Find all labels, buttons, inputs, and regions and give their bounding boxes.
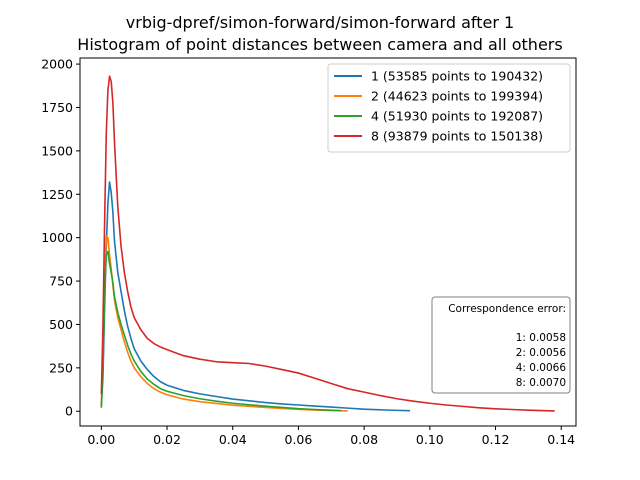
annotation-line-8: 8: 0.0070 [516, 377, 566, 389]
x-tick-label: 0.12 [482, 432, 510, 447]
chart-title-line1: vrbig-dpref/simon-forward/simon-forward … [126, 13, 514, 32]
annotation-line-1: 1: 0.0058 [516, 332, 566, 344]
x-tick-label: 0.04 [219, 432, 247, 447]
plot-frame [79, 57, 577, 427]
y-tick-label: 1250 [41, 187, 73, 202]
x-tick-label: 0.10 [416, 432, 444, 447]
x-tick-label: 0.06 [285, 432, 313, 447]
annotation-line-4: 4: 0.0066 [516, 362, 567, 374]
y-tick-label: 750 [49, 274, 73, 289]
series-line-3 [100, 250, 342, 412]
annotation-title: Correspondence error: [448, 303, 566, 315]
legend-label-2: 2 (44623 points to 199394) [371, 89, 543, 104]
series-line-1 [100, 181, 411, 412]
y-tick-label: 1750 [41, 100, 73, 115]
legend-box [327, 63, 571, 153]
chart-title-line2: Histogram of point distances between cam… [77, 35, 562, 54]
legend: 1 (53585 points to 190432) 2 (44623 point… [327, 63, 571, 153]
x-tick-label: 0.02 [153, 432, 181, 447]
annotation-box [431, 296, 571, 394]
series-line-2 [100, 235, 348, 412]
y-tick-label: 2000 [41, 57, 73, 72]
y-tick-label: 500 [49, 317, 73, 332]
y-tick-label: 250 [49, 360, 73, 375]
y-tick-label: 1500 [41, 143, 73, 158]
series-layer [100, 75, 555, 412]
legend-label-3: 4 (51930 points to 192087) [371, 109, 543, 124]
y-tick-label: 0 [65, 404, 73, 419]
y-tick-label: 1000 [41, 230, 73, 245]
x-tick-label: 0.00 [87, 432, 115, 447]
annotation-line-2: 2: 0.0056 [516, 347, 567, 359]
y-axis: 0 250 500 750 1000 1250 1500 1750 2000 [41, 57, 80, 419]
x-tick-label: 0.14 [547, 432, 575, 447]
correspondence-error-box: Correspondence error: 1: 0.0058 2: 0.005… [431, 296, 571, 394]
legend-items: 1 (53585 points to 190432) 2 (44623 point… [334, 69, 543, 144]
series-line-4 [100, 75, 555, 412]
x-tick-label: 0.08 [350, 432, 378, 447]
legend-label-4: 8 (93879 points to 150138) [371, 129, 543, 144]
legend-label-1: 1 (53585 points to 190432) [371, 69, 543, 84]
x-axis: 0.00 0.02 0.04 0.06 0.08 0.10 0.12 0.14 [87, 426, 575, 447]
